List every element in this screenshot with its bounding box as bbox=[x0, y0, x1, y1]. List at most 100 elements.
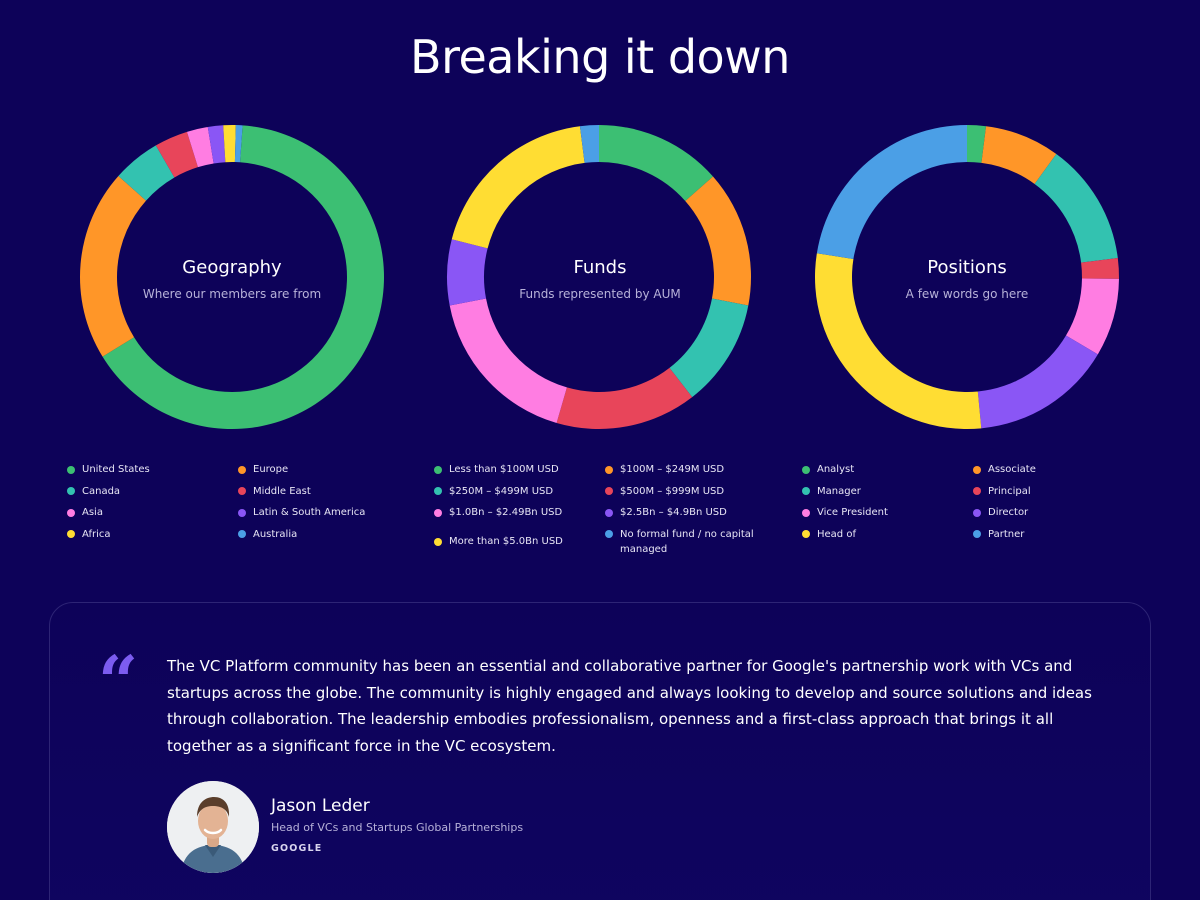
avatar bbox=[167, 781, 259, 873]
donut-slice-2-5bn-4-9bn-usd bbox=[447, 239, 488, 306]
chart-subtitle: Funds represented by AUM bbox=[519, 287, 681, 301]
legend-dot-icon bbox=[802, 487, 810, 495]
legend-item: Director bbox=[973, 505, 1144, 521]
legend-dot-icon bbox=[434, 508, 442, 517]
legend-dot-icon bbox=[973, 508, 981, 517]
legend-dot-icon bbox=[67, 487, 75, 495]
legend-item: Australia bbox=[238, 527, 409, 543]
legend-item: Head of bbox=[802, 527, 973, 543]
legend-label: Canada bbox=[82, 485, 121, 497]
legend-label: No formal fund / no capital managed bbox=[620, 528, 754, 556]
legend-dot-icon bbox=[605, 530, 613, 538]
chart-funds-center: Funds Funds represented by AUM bbox=[480, 257, 720, 301]
legend-dot-icon bbox=[605, 487, 613, 495]
legend-label: Associate bbox=[988, 464, 1036, 475]
legend-dot-icon bbox=[605, 508, 613, 517]
legend-item: Partner bbox=[973, 527, 1144, 543]
legend-dot-icon bbox=[434, 537, 442, 546]
legend-label: Middle East bbox=[253, 485, 311, 497]
donut-slice-latin-south-america bbox=[207, 125, 226, 164]
legend-dot-icon bbox=[605, 465, 613, 474]
legend-label: $100M – $249M USD bbox=[620, 464, 725, 475]
legend-dot-icon bbox=[973, 530, 981, 538]
legend-item: $250M – $499M USD bbox=[434, 484, 605, 500]
legend-label: Asia bbox=[82, 507, 103, 518]
legend-positions: Analyst Associate Manager Principal Vice Pre… bbox=[802, 462, 1142, 542]
donut-slice-asia bbox=[186, 126, 214, 168]
legend-label: $500M – $999M USD bbox=[620, 485, 725, 497]
legend-label: Less than $100M USD bbox=[449, 464, 559, 475]
legend-item: Africa bbox=[67, 527, 238, 543]
chart-title: Positions bbox=[927, 257, 1007, 278]
donut-slice-head-of bbox=[815, 253, 982, 429]
legend-label: $2.5Bn – $4.9Bn USD bbox=[620, 507, 727, 518]
person-photo-icon bbox=[167, 781, 259, 873]
donut-slice-middle-east bbox=[155, 131, 198, 178]
legend-label: Manager bbox=[817, 485, 861, 497]
legend-item: $1.0Bn – $2.49Bn USD bbox=[434, 505, 605, 521]
donut-slice-manager bbox=[1034, 154, 1118, 263]
chart-title: Funds bbox=[573, 257, 627, 278]
chart-subtitle: A few words go here bbox=[905, 287, 1029, 301]
chart-subtitle: Where our members are from bbox=[142, 287, 322, 301]
legend-label: More than $5.0Bn USD bbox=[449, 536, 563, 548]
legend-dot-icon bbox=[802, 530, 810, 538]
legend-item: Less than $100M USD bbox=[434, 462, 605, 478]
legend-item: More than $5.0Bn USD bbox=[434, 534, 605, 550]
donut-slice-less-than-100m-usd bbox=[599, 125, 714, 201]
legend-item: Asia bbox=[67, 505, 238, 521]
legend-item: Manager bbox=[802, 484, 973, 500]
legend-dot-icon bbox=[434, 487, 442, 495]
legend-label: Australia bbox=[253, 528, 298, 540]
legend-label: Europe bbox=[253, 464, 289, 475]
donut-slice-100m-249m-usd bbox=[685, 176, 751, 306]
testimonial-quote: The VC Platform community has been an es… bbox=[167, 657, 1092, 755]
legend-label: Analyst bbox=[817, 464, 855, 475]
legend-label: Head of bbox=[817, 528, 856, 540]
donut-slice-australia bbox=[234, 125, 243, 163]
legend-item: Analyst bbox=[802, 462, 973, 478]
chart-geography-center: Geography Where our members are from bbox=[112, 257, 352, 301]
legend-label: Principal bbox=[988, 485, 1031, 497]
person-role: Head of VCs and Startups Global Partners… bbox=[271, 821, 524, 834]
legend-item: Principal bbox=[973, 484, 1144, 500]
legend-item: Latin & South America bbox=[238, 505, 409, 521]
donut-slice-no-formal-fund-no-capital-managed bbox=[579, 125, 599, 163]
donut-slice-vice-president bbox=[1065, 278, 1119, 355]
legend-item: $2.5Bn – $4.9Bn USD bbox=[605, 505, 776, 521]
legend-dot-icon bbox=[67, 465, 75, 474]
donut-slice-250m-499m-usd bbox=[669, 298, 749, 398]
donut-slice-500m-999m-usd bbox=[556, 367, 693, 429]
person-company: GOOGLE bbox=[271, 843, 323, 854]
donut-slice-more-than-5-0bn-usd bbox=[451, 126, 585, 249]
legend-label: $1.0Bn – $2.49Bn USD bbox=[449, 507, 563, 518]
legend-dot-icon bbox=[238, 487, 246, 495]
legend-item: $500M – $999M USD bbox=[605, 484, 776, 500]
legend-dot-icon bbox=[802, 465, 810, 474]
donut-slice-canada bbox=[118, 145, 175, 201]
legend-dot-icon bbox=[434, 465, 442, 474]
legend-geography: United States Europe Canada Middle East Asia… bbox=[67, 462, 407, 542]
legend-funds: Less than $100M USD $100M – $249M USD $250… bbox=[434, 462, 774, 558]
legend-dot-icon bbox=[973, 465, 981, 474]
legend-item: Associate bbox=[973, 462, 1144, 478]
legend-item: Canada bbox=[67, 484, 238, 500]
legend-item: $100M – $249M USD bbox=[605, 462, 776, 478]
donut-slice-analyst bbox=[967, 125, 987, 163]
donut-slice-partner bbox=[816, 125, 967, 260]
legend-item: Europe bbox=[238, 462, 409, 478]
legend-dot-icon bbox=[238, 530, 246, 538]
quote-icon: “ bbox=[98, 640, 139, 723]
legend-dot-icon bbox=[67, 508, 75, 517]
legend-dot-icon bbox=[67, 530, 75, 538]
donut-slice-europe bbox=[80, 176, 147, 357]
legend-label: $250M – $499M USD bbox=[449, 485, 554, 497]
legend-label: Latin & South America bbox=[253, 507, 366, 518]
legend-item: No formal fund / no capital managed bbox=[605, 527, 776, 558]
legend-label: Vice President bbox=[817, 507, 888, 518]
donut-slice-associate bbox=[981, 126, 1057, 184]
chart-positions-center: Positions A few words go here bbox=[847, 257, 1087, 301]
donut-slice-principal bbox=[1081, 257, 1119, 279]
page-title: Breaking it down bbox=[410, 30, 790, 84]
legend-dot-icon bbox=[238, 508, 246, 517]
